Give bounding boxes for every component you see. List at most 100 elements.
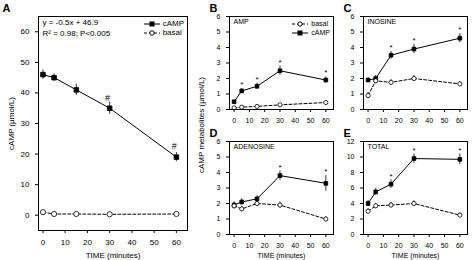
svg-text:10: 10 — [61, 238, 70, 247]
svg-text:40: 40 — [425, 242, 433, 249]
svg-text:*: * — [389, 43, 392, 52]
svg-text:20: 20 — [261, 117, 269, 124]
svg-text:*: * — [389, 172, 392, 181]
svg-text:TIME (minutes): TIME (minutes) — [392, 252, 440, 260]
svg-text:*: * — [412, 146, 415, 155]
svg-text:TIME (minutes): TIME (minutes) — [258, 252, 306, 260]
svg-text:y = -0.5x + 46.9: y = -0.5x + 46.9 — [43, 18, 99, 27]
svg-text:40: 40 — [291, 117, 299, 124]
svg-text:#: # — [105, 93, 110, 103]
svg-text:8: 8 — [351, 169, 355, 176]
svg-text:40: 40 — [425, 117, 433, 124]
svg-text:30: 30 — [276, 242, 284, 249]
svg-text:1: 1 — [217, 90, 221, 97]
svg-text:50: 50 — [307, 117, 315, 124]
svg-text:10: 10 — [245, 117, 253, 124]
svg-text:*: * — [458, 146, 461, 155]
svg-text:50: 50 — [441, 242, 449, 249]
svg-text:60: 60 — [322, 117, 330, 124]
html-text:cAMP: cAMP — [162, 19, 184, 28]
svg-text:60: 60 — [172, 238, 181, 247]
svg-text:5: 5 — [217, 28, 221, 35]
svg-text:1: 1 — [217, 215, 221, 222]
svg-text:60: 60 — [456, 242, 464, 249]
svg-text:4: 4 — [351, 200, 355, 207]
svg-text:*: * — [278, 58, 281, 67]
svg-text:2: 2 — [217, 75, 221, 82]
svg-text:20: 20 — [395, 242, 403, 249]
svg-text:12: 12 — [346, 137, 355, 145]
svg-text:0: 0 — [217, 106, 221, 113]
svg-text:0: 0 — [217, 231, 221, 238]
svg-text:R² = 0.98; P<0.005: R² = 0.98; P<0.005 — [43, 29, 111, 38]
svg-text:30: 30 — [410, 242, 418, 249]
svg-text:3: 3 — [217, 184, 221, 191]
svg-text:40: 40 — [291, 242, 299, 249]
svg-text:*: * — [458, 25, 461, 34]
svg-text:0: 0 — [351, 106, 355, 113]
svg-text:*: * — [240, 80, 243, 89]
svg-text:10: 10 — [379, 242, 387, 249]
svg-text:0: 0 — [366, 117, 370, 124]
svg-text:*: * — [324, 167, 327, 176]
svg-text:40: 40 — [127, 238, 136, 247]
svg-text:2: 2 — [351, 75, 355, 82]
svg-text:*: * — [324, 68, 327, 77]
svg-text:60: 60 — [456, 117, 464, 124]
svg-text:D: D — [210, 127, 218, 139]
svg-text:60: 60 — [21, 27, 30, 36]
svg-text:10: 10 — [245, 242, 253, 249]
svg-text:20: 20 — [21, 150, 30, 159]
svg-text:50: 50 — [21, 58, 30, 67]
svg-text:4: 4 — [351, 44, 355, 51]
svg-text:*: * — [255, 75, 258, 84]
svg-text:40: 40 — [21, 88, 30, 97]
svg-text:30: 30 — [276, 117, 284, 124]
svg-text:0: 0 — [25, 211, 30, 220]
svg-text:2: 2 — [351, 215, 355, 222]
svg-text:20: 20 — [83, 238, 92, 247]
svg-text:0: 0 — [232, 117, 236, 124]
svg-text:#: # — [172, 141, 177, 151]
svg-text:50: 50 — [307, 242, 315, 249]
svg-text:TIME (minutes): TIME (minutes) — [86, 251, 141, 260]
svg-text:2: 2 — [217, 200, 221, 207]
svg-text:*: * — [278, 163, 281, 172]
svg-text:5: 5 — [351, 28, 355, 35]
svg-text:3: 3 — [351, 59, 355, 66]
svg-text:A: A — [3, 2, 11, 14]
svg-text:5: 5 — [217, 153, 221, 160]
svg-text:ADENOSINE: ADENOSINE — [234, 143, 276, 150]
svg-text:0: 0 — [366, 242, 370, 249]
svg-text:10: 10 — [347, 153, 355, 160]
svg-text:cAMP (μmol/L): cAMP (μmol/L) — [7, 97, 16, 150]
svg-text:30: 30 — [410, 117, 418, 124]
svg-text:3: 3 — [217, 59, 221, 66]
svg-text:0: 0 — [351, 231, 355, 238]
svg-text:30: 30 — [21, 119, 30, 128]
html-text:basal: basal — [311, 20, 329, 27]
svg-text:50: 50 — [441, 117, 449, 124]
svg-text:C: C — [344, 2, 352, 14]
svg-text:10: 10 — [21, 180, 30, 189]
svg-text:AMP: AMP — [234, 18, 250, 25]
svg-text:0: 0 — [41, 238, 46, 247]
svg-text:INOSINE: INOSINE — [368, 18, 397, 25]
svg-text:E: E — [344, 127, 351, 139]
svg-text:1: 1 — [351, 90, 355, 97]
svg-text:50: 50 — [150, 238, 159, 247]
svg-text:4: 4 — [217, 169, 221, 176]
svg-text:30: 30 — [105, 238, 114, 247]
svg-text:TOTAL: TOTAL — [368, 143, 390, 150]
svg-text:0: 0 — [232, 242, 236, 249]
svg-text:20: 20 — [395, 117, 403, 124]
svg-text:6: 6 — [351, 184, 355, 191]
svg-text:4: 4 — [217, 44, 221, 51]
svg-text:20: 20 — [261, 242, 269, 249]
html-text:basal: basal — [162, 28, 182, 37]
svg-text:60: 60 — [322, 242, 330, 249]
svg-text:10: 10 — [379, 117, 387, 124]
svg-text:*: * — [412, 36, 415, 45]
svg-text:B: B — [210, 2, 218, 14]
html-text:cAMP metabolites (μmol/L): cAMP metabolites (μmol/L) — [196, 77, 206, 173]
